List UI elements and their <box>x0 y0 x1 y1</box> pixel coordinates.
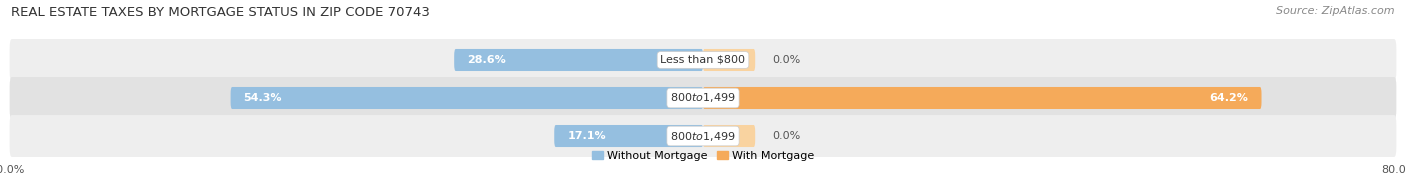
FancyBboxPatch shape <box>10 77 1396 119</box>
Text: $800 to $1,499: $800 to $1,499 <box>671 130 735 142</box>
Text: Less than $800: Less than $800 <box>661 55 745 65</box>
FancyBboxPatch shape <box>703 49 755 71</box>
Text: 0.0%: 0.0% <box>773 131 801 141</box>
FancyBboxPatch shape <box>10 115 1396 157</box>
Text: 17.1%: 17.1% <box>567 131 606 141</box>
FancyBboxPatch shape <box>703 87 1261 109</box>
Text: $800 to $1,499: $800 to $1,499 <box>671 92 735 104</box>
FancyBboxPatch shape <box>10 39 1396 81</box>
Text: REAL ESTATE TAXES BY MORTGAGE STATUS IN ZIP CODE 70743: REAL ESTATE TAXES BY MORTGAGE STATUS IN … <box>11 6 430 19</box>
FancyBboxPatch shape <box>454 49 703 71</box>
FancyBboxPatch shape <box>703 125 755 147</box>
FancyBboxPatch shape <box>231 87 703 109</box>
Text: 64.2%: 64.2% <box>1209 93 1249 103</box>
Text: 0.0%: 0.0% <box>773 55 801 65</box>
Text: 54.3%: 54.3% <box>243 93 283 103</box>
Text: 28.6%: 28.6% <box>467 55 506 65</box>
FancyBboxPatch shape <box>554 125 703 147</box>
Text: Source: ZipAtlas.com: Source: ZipAtlas.com <box>1277 6 1395 16</box>
Legend: Without Mortgage, With Mortgage: Without Mortgage, With Mortgage <box>588 146 818 165</box>
